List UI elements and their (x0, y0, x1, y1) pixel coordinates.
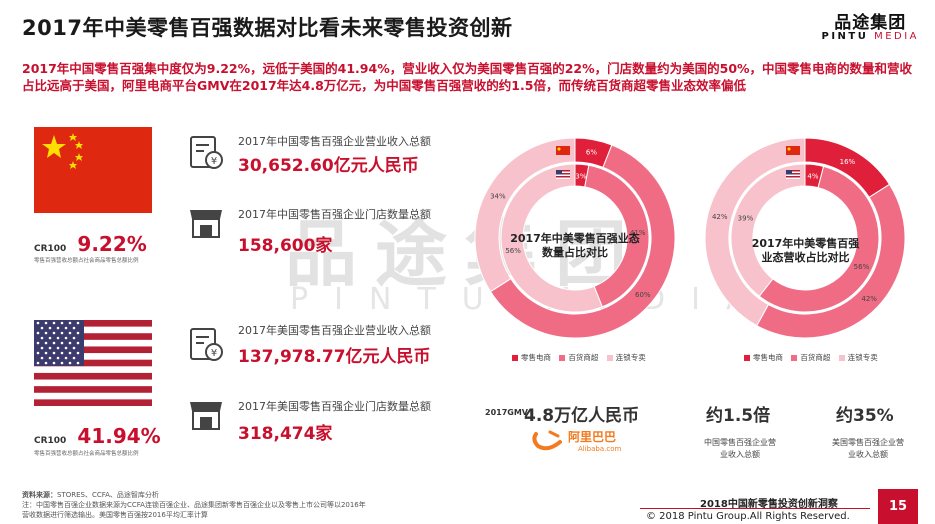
usa-stores-value: 318,474家 (238, 424, 333, 444)
donut-label-usa-0: 4% (807, 173, 818, 181)
donut-chart-revenue: 16% 42% 42% 4% 56% 39% (704, 137, 906, 339)
footer-copyright: © 2018 Pintu Group.All Rights Reserved. (646, 511, 850, 522)
legend-item: 零售电商 (753, 353, 783, 362)
svg-text:¥: ¥ (211, 348, 217, 359)
alibaba-logo-en: Alibaba.com (578, 445, 622, 453)
usa-cr100: CR100 41.94% (34, 424, 161, 448)
china-stores-value: 158,600家 (238, 236, 333, 256)
donut-label-usa-2: 56% (505, 247, 521, 255)
china-cr100: CR100 9.22% (34, 232, 147, 256)
usa-cr-value: 41.94% (77, 424, 161, 448)
usa-cr-label: CR100 (34, 436, 67, 446)
donut1-title: 2017年中美零售百强业态数量占比对比 (510, 232, 640, 259)
gmv-value: 4.8万亿人民币 (524, 406, 640, 426)
usa-mini-flag-icon (556, 170, 570, 179)
ratio-revenue-caption: 中国零售百强企业营 业收入总额 (704, 438, 776, 459)
donut-slice-usa-1 (758, 165, 880, 313)
china-stores-label: 2017年中国零售百强企业门店数量总额 (238, 208, 431, 221)
page-title: 2017年中美零售百强数据对比看未来零售投资创新 (22, 16, 513, 40)
donut-label-china-2: 42% (712, 213, 728, 221)
donut2-title: 2017年中美零售百强业态营收占比对比 (751, 237, 860, 264)
china-cr-label: CR100 (34, 244, 67, 254)
china-cr-value: 9.22% (77, 232, 147, 256)
donut-label-usa-2: 39% (738, 214, 754, 222)
donut-label-china-2: 34% (490, 193, 506, 201)
china-revenue-label: 2017年中国零售百强企业营业收入总额 (238, 135, 431, 148)
usa-cr-note: 零售百强营收总额占社会商品零售总额比例 (34, 451, 139, 457)
summary-text: 2017年中国零售百强集中度仅为9.22%，远低于美国的41.94%，营业收入仅… (22, 61, 913, 93)
donut-label-china-1: 42% (861, 295, 877, 303)
usa-revenue-value: 137,978.77亿元人民币 (238, 347, 431, 367)
footer-report-title: 2018中国新零售投资创新洞察 (700, 499, 838, 510)
legend-item: 零售电商 (521, 353, 551, 362)
page-number: 15 (878, 489, 918, 524)
storefront-icon (187, 204, 225, 242)
donut-slice-china-2 (704, 137, 806, 327)
china-mini-flag-icon (786, 146, 800, 155)
donut-chart-store-count: 6% 60% 34% 3% 41% 56% (474, 137, 676, 339)
donut-label-usa-1: 41% (630, 229, 646, 237)
china-mini-flag-icon (556, 146, 570, 155)
donut-slice-usa-2 (730, 163, 806, 297)
ratio-share-caption: 美国零售百强企业营 业收入总额 (832, 438, 904, 459)
donut-slice-usa-2 (500, 163, 603, 313)
usa-flag (34, 320, 152, 406)
donut-label-usa-0: 3% (575, 172, 586, 180)
invoice-yuan-icon: ¥ (187, 326, 225, 364)
donut-slice-china-1 (489, 144, 676, 339)
footer-divider (640, 508, 870, 509)
china-flag (34, 127, 152, 213)
logo-cn: 品途集团 (834, 13, 907, 33)
logo-en: PINTU MEDIA (821, 31, 919, 42)
svg-text:¥: ¥ (211, 156, 217, 167)
legend-item: 百货商超 (800, 353, 831, 362)
alibaba-logo-cn: 阿里巴巴 (568, 430, 617, 444)
source-note: 资料来源：STORES、CCFA、品途智库分析 注：中国零售百强企业数据来源为C… (22, 491, 366, 519)
legend-item: 连锁专卖 (615, 353, 646, 362)
china-revenue-value: 30,652.60亿元人民币 (238, 156, 419, 176)
ratio-share-value: 约35% (836, 406, 894, 426)
china-cr-note: 零售百强营收总额占社会商品零售总额比例 (34, 258, 139, 264)
usa-revenue-label: 2017年美国零售百强企业营业收入总额 (238, 324, 431, 337)
legend-item: 百货商超 (568, 353, 599, 362)
donut-slice-china-2 (474, 137, 576, 293)
watermark-cn: 品途集团 (285, 212, 646, 296)
donut-label-china-0: 6% (586, 149, 597, 157)
invoice-yuan-icon: ¥ (187, 134, 225, 172)
gmv-label: 2017GMV (485, 408, 528, 417)
alibaba-logo (530, 428, 566, 456)
donut-label-usa-1: 56% (854, 263, 870, 271)
donut-label-china-0: 16% (840, 158, 856, 166)
donut-label-china-1: 60% (635, 291, 651, 299)
legend-donut1: 零售电商 百货商超 连锁专卖 (506, 352, 646, 363)
storefront-icon (187, 396, 225, 434)
legend-donut2: 零售电商 百货商超 连锁专卖 (738, 352, 878, 363)
legend-item: 连锁专卖 (847, 353, 878, 362)
brand-logo: 品途集团 PINTU MEDIA (822, 8, 920, 42)
ratio-revenue-value: 约1.5倍 (706, 406, 771, 426)
usa-stores-label: 2017年美国零售百强企业门店数量总额 (238, 400, 431, 413)
alibaba-smile-icon (532, 430, 562, 451)
usa-mini-flag-icon (786, 170, 800, 179)
